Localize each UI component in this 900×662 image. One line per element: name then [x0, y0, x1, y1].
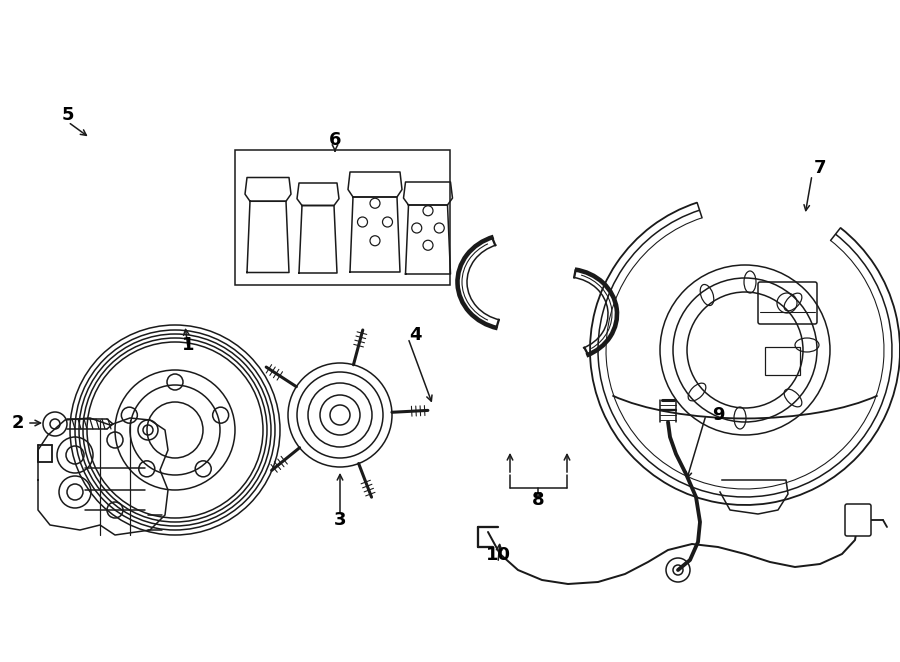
Text: 1: 1 [182, 336, 194, 354]
Bar [235, 150, 450, 285]
Text: 10: 10 [485, 546, 510, 564]
Text: 2: 2 [12, 414, 24, 432]
Text: 7: 7 [814, 159, 826, 177]
Text: 9: 9 [712, 406, 724, 424]
FancyBboxPatch shape [845, 504, 871, 536]
Text: 8: 8 [532, 491, 544, 509]
Text: 3: 3 [334, 511, 346, 529]
Text: 5: 5 [62, 106, 75, 124]
Bar [765, 347, 800, 375]
Text: 6: 6 [328, 131, 341, 149]
Text: 4: 4 [409, 326, 421, 344]
